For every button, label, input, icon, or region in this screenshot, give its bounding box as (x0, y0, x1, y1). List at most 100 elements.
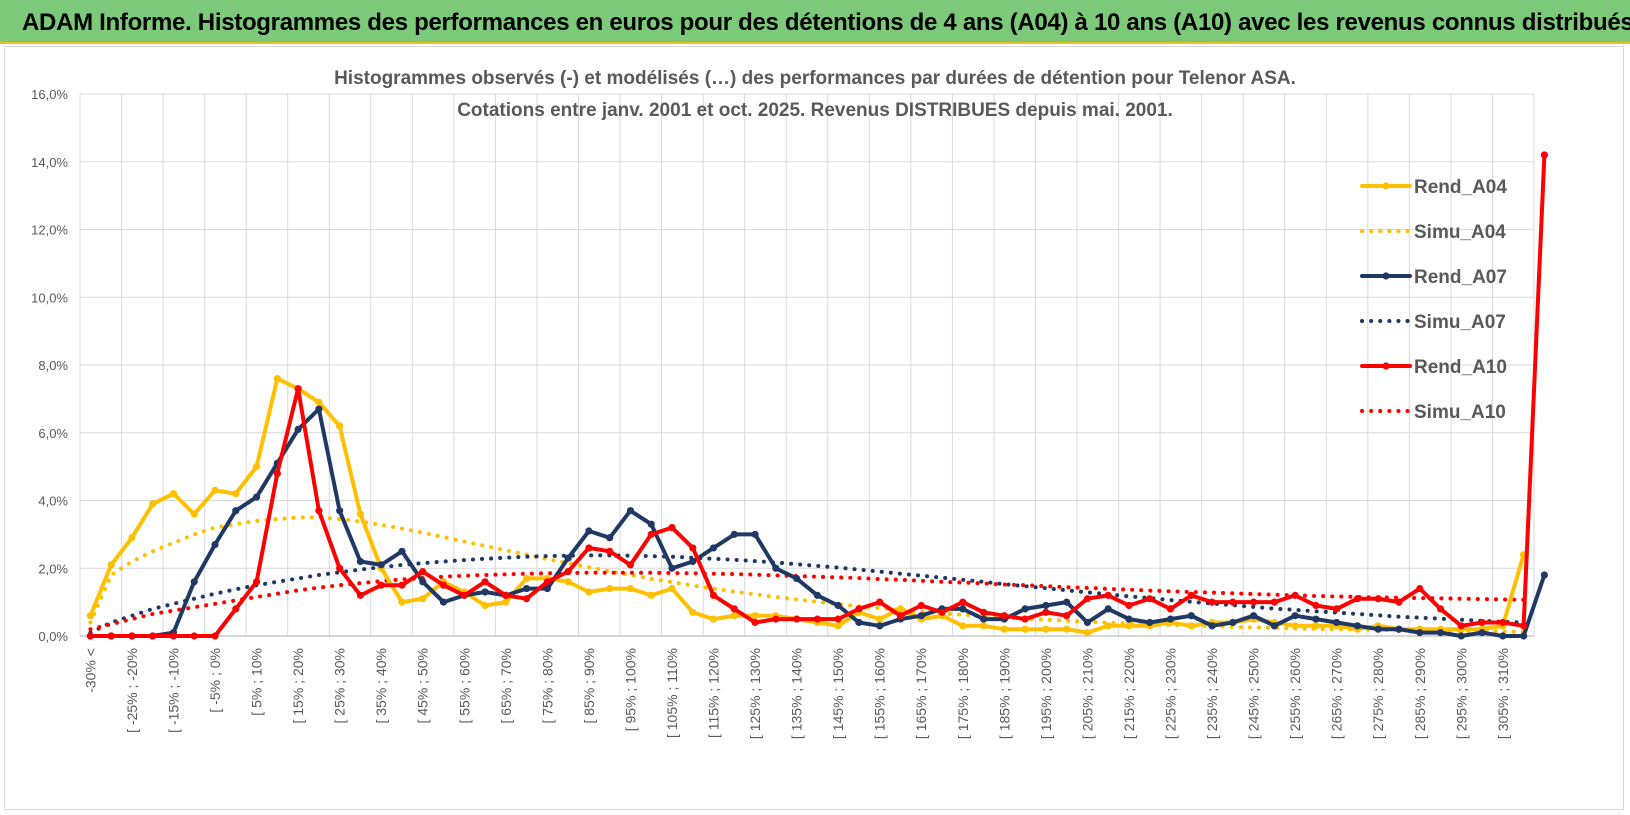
x-tick-label: [ 15% ; 20% (290, 648, 306, 724)
point-Rend_A10 (1166, 605, 1175, 613)
point-Rend_A10 (1312, 601, 1320, 610)
point-Rend_A07 (190, 578, 198, 586)
point-Rend_A04 (751, 612, 759, 620)
point-Rend_A07 (1083, 618, 1092, 627)
y-tick-label: 2,0% (38, 561, 68, 576)
legend-label: Simu_A10 (1414, 402, 1506, 423)
header-banner: ADAM Informe. Histogrammes des performan… (0, 0, 1630, 44)
x-tick-label: [ 45% ; 50% (415, 648, 431, 724)
point-Rend_A10 (1520, 622, 1528, 630)
y-tick-label: 14,0% (31, 155, 68, 170)
point-Rend_A10 (1104, 591, 1112, 599)
point-Rend_A07 (1333, 618, 1341, 627)
point-Rend_A07 (1104, 605, 1112, 613)
point-Rend_A10 (1042, 608, 1050, 616)
point-Rend_A07 (1042, 601, 1050, 610)
point-Rend_A07 (336, 507, 344, 515)
point-Rend_A10 (86, 632, 94, 640)
point-Rend_A10 (1457, 622, 1465, 630)
y-tick-label: 12,0% (31, 223, 68, 238)
point-Rend_A04 (1063, 625, 1071, 633)
point-Rend_A04 (356, 510, 365, 518)
point-Rend_A10 (190, 632, 198, 640)
y-tick-label: 10,0% (31, 290, 68, 305)
y-tick-label: 6,0% (38, 426, 68, 441)
x-axis: -30% < [ -25% ; -20% [ -15% ; -10% [ -5% ; … (82, 648, 1510, 739)
point-Rend_A04 (1187, 622, 1195, 630)
point-Rend_A10 (1146, 595, 1154, 603)
point-Rend_A04 (128, 534, 136, 542)
point-Rend_A07 (917, 612, 925, 620)
x-tick-label: [ 35% ; 40% (373, 648, 389, 724)
point-Rend_A07 (232, 507, 240, 515)
point-Rend_A10 (1208, 598, 1216, 606)
chart-title-line: Cotations entre janv. 2001 et oct. 2025.… (457, 100, 1173, 121)
point-Rend_A04 (896, 605, 905, 613)
x-tick-label: [ 85% ; 90% (581, 648, 597, 724)
point-Rend_A10 (336, 564, 344, 572)
point-Rend_A04 (1104, 622, 1112, 630)
point-Rend_A04 (86, 612, 94, 620)
legend-label: Rend_A07 (1414, 267, 1507, 288)
point-Rend_A07 (709, 544, 718, 552)
grid (79, 93, 1535, 637)
point-Rend_A10 (107, 632, 115, 640)
point-Rend_A10 (232, 605, 240, 613)
point-Rend_A07 (1540, 571, 1548, 579)
point-Rend_A07 (606, 534, 614, 542)
point-Rend_A10 (294, 385, 302, 393)
point-Rend_A07 (1166, 615, 1175, 623)
series-line-Simu_A04 (88, 515, 1526, 634)
x-tick-label: [ 105% ; 110% (664, 648, 680, 738)
point-Rend_A10 (169, 632, 178, 640)
point-Rend_A10 (1374, 595, 1382, 603)
y-axis: 0,0% 2,0% 4,0% 6,0% 8,0% 10,0% 12,0% 14,0% 16,0% (31, 87, 68, 644)
point-Rend_A10 (1187, 591, 1195, 599)
legend-label: Simu_A04 (1414, 222, 1506, 243)
point-Rend_A10 (398, 581, 406, 589)
point-Rend_A07 (522, 584, 531, 593)
x-tick-label: [ 5% ; 10% (249, 648, 265, 716)
point-Rend_A10 (626, 561, 635, 569)
x-tick-label: [ 225% ; 230% (1163, 648, 1179, 739)
point-Rend_A10 (1416, 584, 1424, 593)
point-Rend_A10 (917, 601, 925, 610)
point-Rend_A07 (543, 584, 551, 593)
point-Rend_A04 (522, 574, 531, 583)
point-Rend_A10 (1063, 612, 1071, 620)
point-Rend_A07 (315, 405, 323, 413)
x-tick-label: [ 25% ; 30% (332, 648, 348, 724)
point-Rend_A10 (1270, 598, 1278, 606)
x-tick-label: [ 185% ; 190% (996, 648, 1012, 739)
point-Rend_A04 (1312, 622, 1320, 630)
chart-title: Histogrammes observés (-) et modélisés (… (334, 68, 1296, 121)
x-tick-label: [ 195% ; 200% (1038, 648, 1054, 739)
point-Rend_A10 (252, 578, 261, 586)
point-Rend_A04 (252, 463, 261, 471)
point-Rend_A07 (959, 605, 967, 613)
point-Rend_A07 (1229, 618, 1237, 627)
point-Rend_A10 (938, 608, 946, 616)
point-Rend_A07 (834, 601, 842, 610)
x-tick-label: [ 55% ; 60% (456, 648, 472, 724)
point-Rend_A04 (169, 490, 178, 498)
point-Rend_A07 (730, 530, 738, 538)
point-Rend_A10 (834, 615, 842, 623)
point-Rend_A04 (1083, 629, 1092, 637)
x-tick-label: [ 265% ; 270% (1329, 648, 1345, 739)
point-Rend_A07 (1312, 615, 1320, 623)
x-tick-label: [ 95% ; 100% (622, 648, 638, 731)
x-tick-label: -30% < (82, 648, 98, 693)
x-tick-label: [ 145% ; 150% (830, 648, 846, 739)
point-Rend_A10 (439, 581, 448, 589)
point-Rend_A07 (481, 588, 489, 596)
chart-title-line: Histogrammes observés (-) et modélisés (… (334, 68, 1296, 89)
point-Rend_A10 (730, 605, 738, 613)
x-tick-label: [ 235% ; 240% (1204, 648, 1220, 739)
point-Rend_A04 (1000, 625, 1008, 633)
point-Rend_A04 (1042, 625, 1050, 633)
point-Rend_A10 (1083, 595, 1092, 603)
x-tick-label: [ 115% ; 120% (706, 648, 722, 738)
x-tick-label: [ 125% ; 130% (747, 648, 763, 739)
point-Rend_A10 (1353, 595, 1362, 603)
